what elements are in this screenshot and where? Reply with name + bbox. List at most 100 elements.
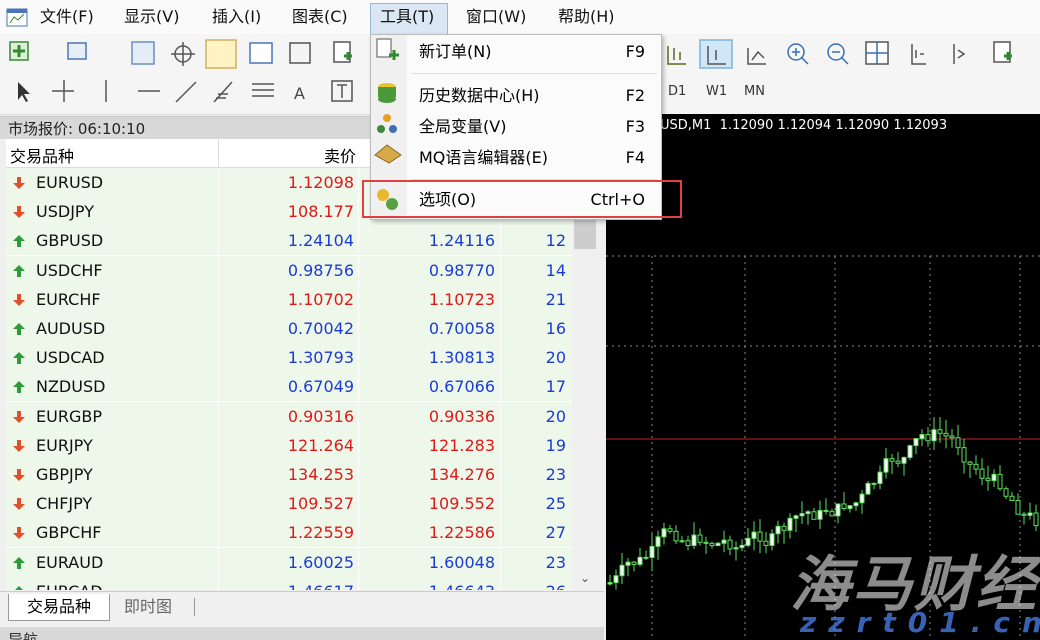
column-symbol[interactable]: 交易品种 <box>10 147 75 166</box>
quote-row[interactable]: USDCHF 0.98756 0.98770 14 <box>6 255 572 286</box>
item-shortcut: F4 <box>625 148 645 167</box>
menubar: 文件(F) 显示(V) 插入(I) 图表(C) 工具(T) 窗口(W) 帮助(H) <box>0 0 1040 35</box>
bid: 109.527 <box>287 494 354 514</box>
candle-body <box>727 539 733 550</box>
dropdown-item[interactable]: 全局变量(V) F3 <box>371 112 661 142</box>
quote-row[interactable]: EURCAD 1.46617 1.46643 26 <box>6 576 572 590</box>
candle-body <box>895 460 901 464</box>
candle-body <box>625 561 631 566</box>
candle-body <box>931 429 937 442</box>
quote-row[interactable]: EURAUD 1.60025 1.60048 23 <box>6 547 572 578</box>
candle-body <box>649 545 655 558</box>
candle-body <box>637 556 643 565</box>
ask: 1.60048 <box>428 552 495 572</box>
dropdown-item[interactable]: 选项(O) Ctrl+O <box>371 185 661 215</box>
watermark-url: zzrt01.cn <box>800 606 1040 639</box>
quote-row[interactable]: EURJPY 121.264 121.283 19 <box>6 430 572 461</box>
navigator-title: 导航 <box>8 631 39 640</box>
candle-body <box>919 434 925 440</box>
cell-divider <box>358 197 359 227</box>
dropdown-item[interactable]: 新订单(N) F9 <box>371 37 661 67</box>
direction-icon <box>13 206 25 219</box>
spread: 19 <box>545 435 566 455</box>
symbol: GBPUSD <box>36 231 104 251</box>
menu-item[interactable]: 图表(C) <box>292 7 348 26</box>
watermark-title: 海马财经 <box>790 550 1038 620</box>
candle-body <box>643 556 649 559</box>
symbol: GBPJPY <box>36 465 93 484</box>
quote-row[interactable]: EURGBP 0.90316 0.90336 20 <box>6 401 572 432</box>
cell-divider <box>218 430 219 460</box>
candle-body <box>925 434 931 442</box>
ask: 109.552 <box>428 494 495 514</box>
spread: 26 <box>546 577 566 590</box>
timeframe-button[interactable]: W1 <box>706 84 728 99</box>
direction-icon <box>13 235 25 248</box>
spread: 20 <box>545 348 566 368</box>
cell-divider <box>500 343 501 373</box>
column-bid[interactable]: 卖价 <box>323 147 356 166</box>
quote-row[interactable]: GBPCHF 1.22559 1.22586 27 <box>6 518 572 549</box>
quote-row[interactable]: USDCAD 1.30793 1.30813 20 <box>6 343 572 374</box>
symbol: USDCHF <box>36 260 103 280</box>
item-shortcut: F3 <box>625 117 645 136</box>
timeframe-button[interactable]: MN <box>744 84 765 99</box>
candle-body <box>775 525 781 535</box>
candle-body <box>973 463 979 470</box>
menu-item[interactable]: 工具(T) <box>380 7 435 26</box>
highlight-box <box>362 180 682 218</box>
candle-body <box>721 539 727 544</box>
candle-body <box>1009 495 1015 501</box>
candle-body <box>841 503 847 510</box>
dropdown-item[interactable]: 历史数据中心(H) F2 <box>371 81 661 111</box>
candle-body <box>733 547 739 550</box>
menu-item[interactable]: 文件(F) <box>40 7 94 26</box>
symbol: NZDUSD <box>36 377 106 397</box>
menu-highlight <box>370 3 448 35</box>
tab-active[interactable]: 交易品种 <box>8 594 110 621</box>
candle-body <box>877 471 883 484</box>
cell-divider <box>218 372 219 402</box>
candle-body <box>757 531 763 542</box>
quote-row[interactable]: GBPJPY 134.253 134.276 23 <box>6 460 572 490</box>
bid: 1.30793 <box>287 348 354 368</box>
candle-body <box>793 515 799 519</box>
menu-item[interactable]: 显示(V) <box>124 7 180 26</box>
candle-body <box>949 435 955 439</box>
ask: 1.22586 <box>428 523 495 543</box>
cell-divider <box>218 343 219 373</box>
symbol: EURJPY <box>36 435 93 455</box>
direction-icon <box>13 264 25 277</box>
market-watch-rows: EURUSD 1.12098 USDJPY 108.177 GBPUSD 1.24104 1… <box>0 168 604 590</box>
candle-body <box>607 582 613 585</box>
menu-item[interactable]: 窗口(W) <box>466 7 527 26</box>
quote-row[interactable]: GBPUSD 1.24104 1.24116 12 <box>6 226 572 257</box>
quote-row[interactable]: AUDUSD 0.70042 0.70058 16 <box>6 314 572 344</box>
tab[interactable]: 即时图 <box>124 597 173 616</box>
text-tool[interactable]: A <box>294 84 305 103</box>
bid: 1.12098 <box>287 173 354 192</box>
candle-body <box>703 541 709 544</box>
symbol: GBPCHF <box>36 523 102 543</box>
candle-body <box>943 432 949 437</box>
menu-item[interactable]: 帮助(H) <box>558 7 615 26</box>
cell-divider <box>358 226 359 256</box>
cell-divider <box>218 197 219 227</box>
item-label: 全局变量(V) <box>419 117 507 136</box>
price-chart[interactable] <box>606 114 1040 640</box>
direction-icon <box>13 469 25 481</box>
item-shortcut: F9 <box>625 42 645 61</box>
candle-body <box>715 542 721 547</box>
spread: 27 <box>545 523 566 543</box>
quote-row[interactable]: CHFJPY 109.527 109.552 25 <box>6 489 572 520</box>
quote-row[interactable]: NZDUSD 0.67049 0.67066 17 <box>6 372 572 403</box>
menu-item[interactable]: 插入(I) <box>212 7 262 26</box>
dropdown-item[interactable]: MQ语言编辑器(E) F4 <box>371 143 661 173</box>
ask: 1.10723 <box>428 289 495 309</box>
cell-divider <box>500 489 501 519</box>
direction-icon <box>13 381 25 394</box>
timeframe-button[interactable]: D1 <box>668 84 687 99</box>
quote-row[interactable]: EURCHF 1.10702 1.10723 21 <box>6 284 572 315</box>
candle-body <box>985 477 991 482</box>
bid: 0.90316 <box>287 406 354 426</box>
